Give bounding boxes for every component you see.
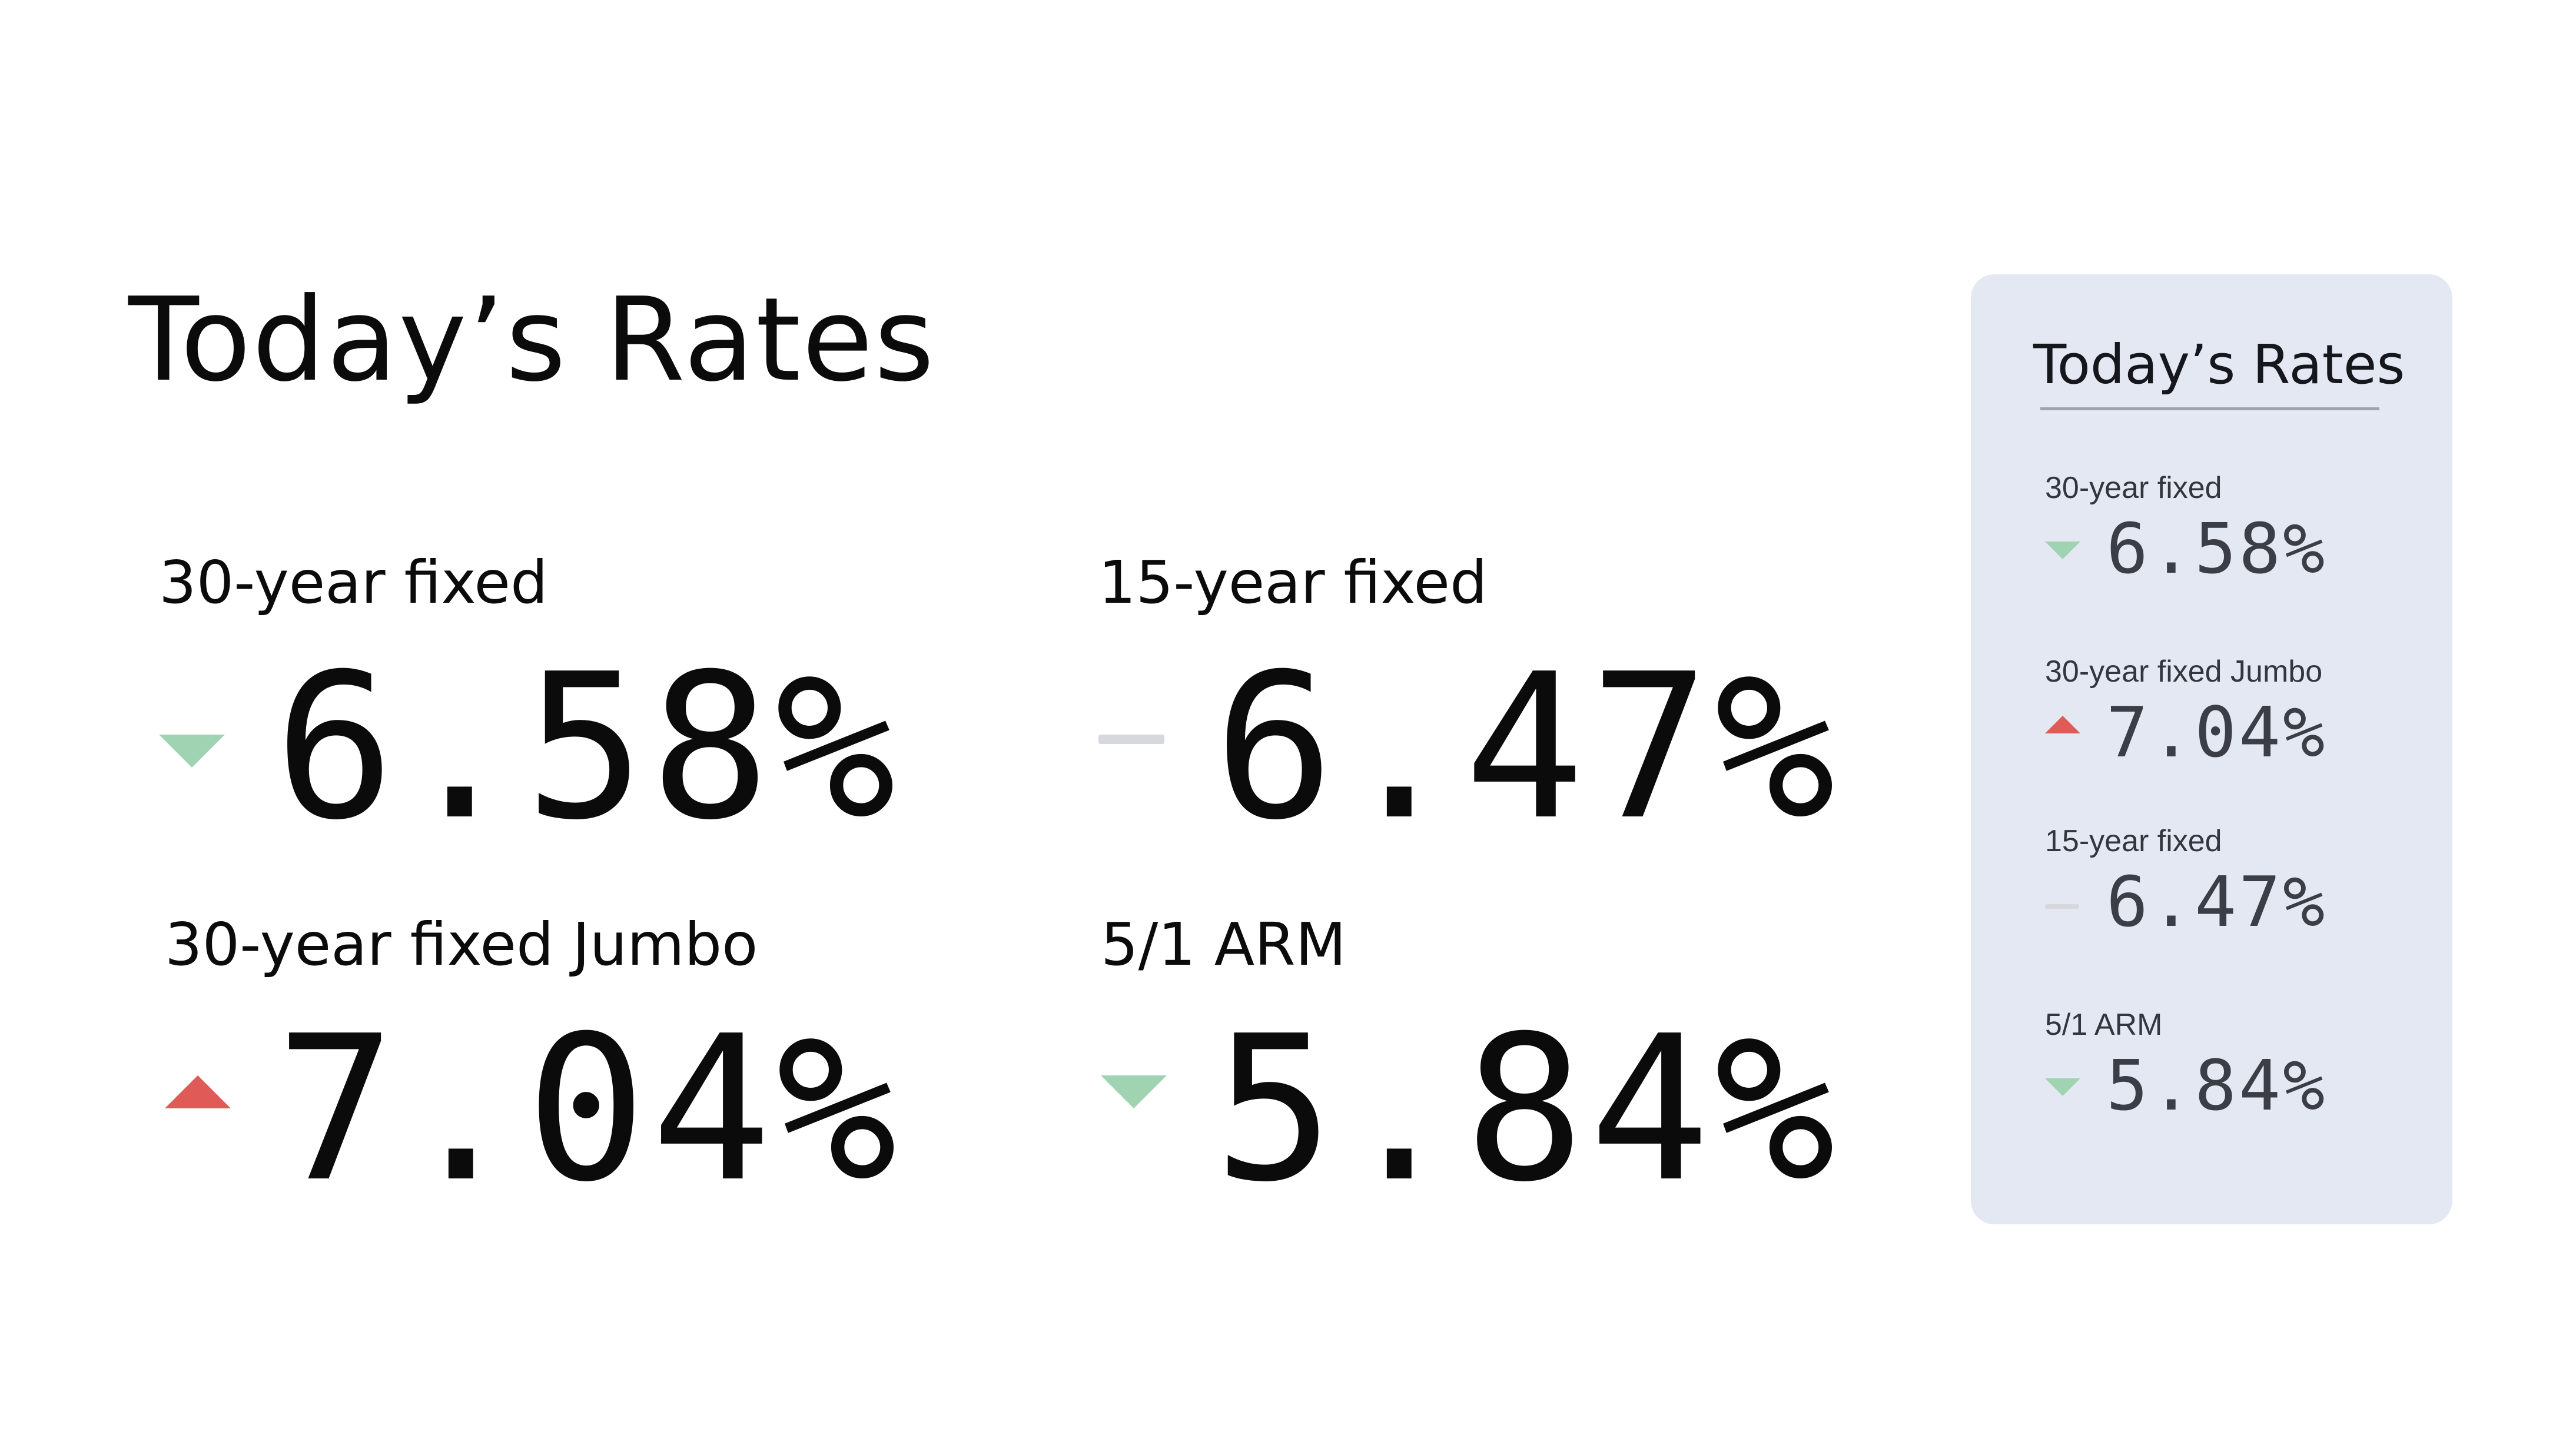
rate-value: 6.58% (274, 631, 901, 864)
rate-label: 30-year fixed (159, 548, 548, 617)
rate-label: 15-year fixed (1098, 548, 1488, 617)
rate-value: 5.84% (1214, 993, 1840, 1226)
trend-down-icon (2045, 542, 2080, 565)
card-rate-value: 7.04% (2106, 692, 2328, 773)
card-rate-label: 5/1 ARM (2045, 1008, 2163, 1042)
title-divider (2040, 407, 2379, 410)
trend-up-icon (165, 1075, 235, 1122)
rate-30-year-fixed-jumbo: 30-year fixed Jumbo 7.04% (165, 909, 989, 1239)
rate-30-year-fixed: 30-year fixed 6.58% (159, 547, 983, 877)
rate-label: 5/1 ARM (1101, 910, 1346, 979)
card-title: Today’s Rates (2033, 333, 2405, 396)
page-title: Today’s Rates (128, 273, 936, 407)
rate-value: 7.04% (275, 993, 902, 1226)
card-rate-value: 6.47% (2106, 861, 2328, 942)
trend-up-icon (2045, 716, 2080, 739)
card-rate-value: 6.58% (2106, 508, 2328, 589)
rate-label: 30-year fixed Jumbo (165, 910, 758, 979)
card-rate-15-year-fixed: 15-year fixed 6.47% (2045, 822, 2422, 975)
card-rate-label: 30-year fixed Jumbo (2045, 655, 2323, 689)
card-rate-5-1-arm: 5/1 ARM 5.84% (2045, 1005, 2422, 1158)
rates-card: Today’s Rates 30-year fixed 6.58% 30-yea… (1971, 274, 2452, 1224)
trend-down-icon (2045, 1078, 2080, 1102)
trend-flat-icon (1098, 735, 1169, 782)
trend-flat-icon (2045, 904, 2080, 928)
trend-down-icon (1101, 1075, 1171, 1122)
rate-5-1-arm: 5/1 ARM 5.84% (1101, 909, 1925, 1239)
card-rate-label: 15-year fixed (2045, 824, 2222, 858)
rate-15-year-fixed: 15-year fixed 6.47% (1098, 547, 1923, 877)
card-rate-value: 5.84% (2106, 1045, 2328, 1126)
card-rate-30-year-fixed-jumbo: 30-year fixed Jumbo 7.04% (2045, 652, 2422, 805)
rate-value: 6.47% (1214, 631, 1840, 864)
trend-down-icon (159, 735, 230, 782)
card-rate-30-year-fixed: 30-year fixed 6.58% (2045, 469, 2422, 622)
card-rate-label: 30-year fixed (2045, 471, 2222, 505)
